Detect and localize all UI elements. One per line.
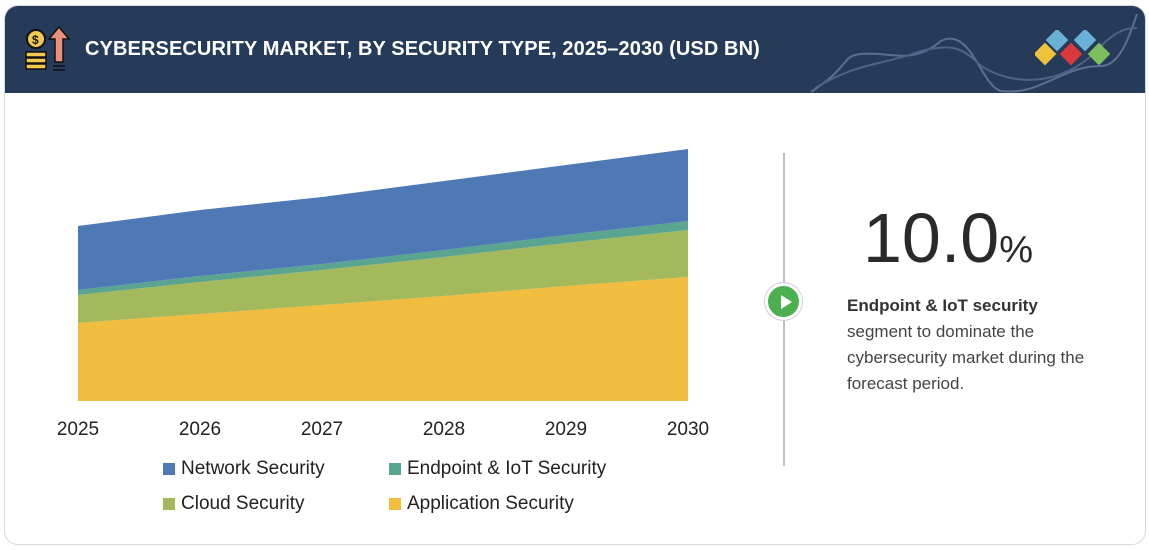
- legend-item-application-security: Application Security: [389, 493, 574, 515]
- legend-swatch: [389, 498, 401, 510]
- x-tick-label: 2027: [301, 419, 343, 440]
- x-tick-label: 2029: [545, 419, 587, 440]
- legend-label: Cloud Security: [181, 493, 305, 514]
- highlight-description: Endpoint & IoT security segment to domina…: [847, 293, 1107, 397]
- stacked-area-chart: 2025 2026 2027 2028 2029 2030: [57, 149, 709, 440]
- legend-label: Application Security: [407, 493, 574, 514]
- x-tick-label: 2028: [423, 419, 465, 440]
- legend-swatch: [163, 463, 175, 475]
- header: $ CYBERSECURITY MARKET, BY SECURITY TYPE…: [5, 6, 1145, 93]
- cagr-value: 10.0%: [863, 198, 1033, 278]
- area-network-security: [78, 149, 688, 290]
- svg-text:$: $: [32, 33, 39, 47]
- legend-label: Endpoint & IoT Security: [407, 458, 607, 479]
- legend-swatch: [389, 463, 401, 475]
- cagr-number: 10.0: [863, 199, 1000, 277]
- x-tick-label: 2026: [179, 419, 221, 440]
- area-cloud-security: [78, 230, 688, 323]
- area-endpoint-iot-security: [78, 221, 688, 295]
- cagr-unit: %: [999, 229, 1034, 271]
- x-tick-label: 2030: [667, 419, 709, 440]
- infographic-card: $ CYBERSECURITY MARKET, BY SECURITY TYPE…: [4, 5, 1146, 545]
- legend-swatch: [163, 498, 175, 510]
- x-tick-label: 2025: [57, 419, 99, 440]
- highlight-text: segment to dominate the cybersecurity ma…: [847, 322, 1085, 393]
- play-icon: [765, 283, 802, 320]
- area-application-security: [78, 277, 688, 401]
- diamond-logo: [1035, 30, 1111, 66]
- highlight-segment: Endpoint & IoT security: [847, 296, 1038, 315]
- decorative-waves: [810, 13, 1138, 93]
- legend-item-network-security: Network Security: [163, 458, 325, 480]
- chart-title: CYBERSECURITY MARKET, BY SECURITY TYPE, …: [85, 38, 760, 60]
- legend-item-cloud-security: Cloud Security: [163, 493, 305, 515]
- legend-label: Network Security: [181, 458, 325, 479]
- legend-item-endpoint-iot-security: Endpoint & IoT Security: [389, 458, 606, 480]
- coins-growth-icon: $: [25, 25, 71, 71]
